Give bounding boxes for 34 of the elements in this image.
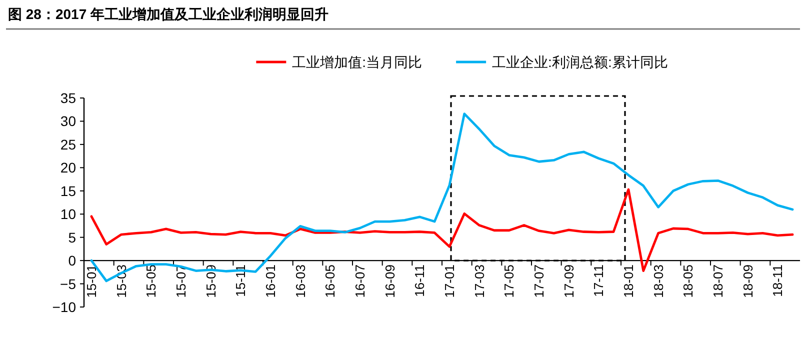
x-tick-label: 15-05 xyxy=(144,264,159,298)
x-tick-label: 18-07 xyxy=(710,264,726,298)
x-tick-label: 16-03 xyxy=(292,264,308,298)
x-tick-label: 18-09 xyxy=(740,264,756,298)
y-tick-label: 30 xyxy=(60,113,76,130)
x-tick-label: 17-07 xyxy=(531,264,546,298)
y-tick-label: 10 xyxy=(60,206,76,222)
chart-title: 图 28：2017 年工业增加值及工业企业利润明显回升 xyxy=(8,6,328,22)
x-tick-label: 18-01 xyxy=(620,264,636,298)
y-tick-label: −5 xyxy=(60,276,76,292)
x-tick-label: 18-11 xyxy=(770,264,786,297)
y-tick-label: 25 xyxy=(60,136,76,152)
y-tick-label: 20 xyxy=(60,160,76,176)
y-tick-label: 0 xyxy=(68,252,76,269)
x-tick-label: 17-03 xyxy=(472,264,487,298)
x-tick-label: 16-01 xyxy=(262,264,278,298)
x-tick-label: 15-11 xyxy=(233,264,248,297)
x-tick-label: 17-09 xyxy=(561,264,576,298)
x-tick-label: 17-01 xyxy=(442,264,457,298)
legend-label: 工业企业:利润总额:累计同比 xyxy=(492,54,668,70)
x-tick-label: 16-05 xyxy=(322,264,338,298)
y-tick-label: 5 xyxy=(68,229,76,246)
x-tick-label: 16-09 xyxy=(382,264,398,298)
x-tick-label: 17-11 xyxy=(591,264,606,297)
x-tick-label: 18-03 xyxy=(650,264,666,298)
x-tick-label: 18-05 xyxy=(680,264,696,298)
x-tick-label: 15-01 xyxy=(84,264,99,298)
x-tick-label: 17-05 xyxy=(502,264,517,298)
y-tick-label: 15 xyxy=(60,182,76,199)
x-tick-label: 16-07 xyxy=(352,264,368,298)
y-tick-label: −10 xyxy=(52,299,76,315)
y-tick-label: 35 xyxy=(60,90,76,106)
x-tick-label: 16-11 xyxy=(412,264,428,297)
legend-label: 工业增加值:当月同比 xyxy=(292,54,422,70)
